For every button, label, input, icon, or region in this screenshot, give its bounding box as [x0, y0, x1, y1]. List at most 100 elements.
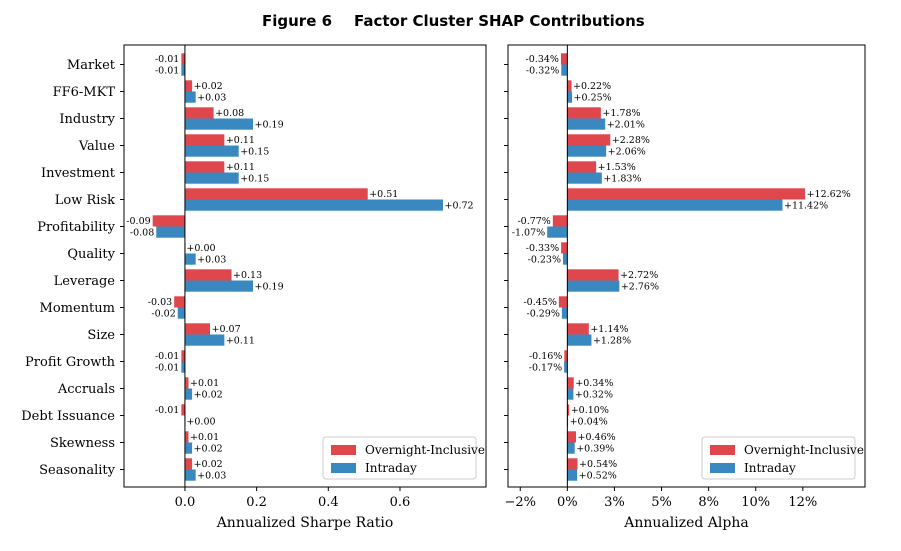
- category-label: Investment: [41, 166, 116, 181]
- plot-frame: [507, 44, 866, 488]
- bar-intraday: [184, 280, 254, 292]
- value-label: +0.02: [194, 459, 223, 470]
- value-label: -0.01: [155, 362, 179, 373]
- category-label: Market: [67, 58, 116, 73]
- bar-overnight: [184, 188, 368, 200]
- bar-intraday: [567, 334, 592, 346]
- figure-title: Factor Cluster SHAP Contributions: [354, 12, 645, 30]
- bar-intraday: [184, 199, 443, 211]
- bar-intraday: [184, 118, 254, 130]
- bar-overnight: [560, 53, 568, 65]
- bar-overnight: [567, 188, 806, 200]
- bar-overnight: [567, 161, 597, 173]
- x-axis-title: Annualized Alpha: [623, 515, 748, 531]
- legend: [701, 436, 856, 480]
- bar-overnight: [184, 269, 232, 281]
- value-label: +1.53%: [598, 162, 636, 173]
- x-tick-label: 0.6: [390, 495, 411, 510]
- value-label: +1.14%: [590, 324, 628, 335]
- bar-intraday: [567, 388, 574, 400]
- bar-overnight: [567, 323, 589, 335]
- value-label: +0.51: [369, 189, 398, 200]
- bar-overnight: [184, 458, 193, 470]
- value-label: +0.01: [190, 432, 219, 443]
- x-tick-label: 0.2: [246, 495, 267, 510]
- value-label: +1.78%: [602, 108, 640, 119]
- value-label: -0.16%: [529, 351, 562, 362]
- value-label: -0.02: [151, 308, 175, 319]
- category-label: Size: [87, 328, 115, 343]
- bar-intraday: [567, 280, 620, 292]
- value-label: +12.62%: [807, 189, 851, 200]
- value-label: +2.01%: [607, 119, 645, 130]
- value-label: -0.08: [130, 227, 154, 238]
- bar-intraday: [181, 361, 185, 373]
- value-label: -0.01: [155, 405, 179, 416]
- bar-intraday: [177, 307, 185, 319]
- category-label: Quality: [67, 247, 115, 262]
- value-label: +0.52%: [579, 470, 617, 481]
- category-label: Momentum: [40, 301, 115, 316]
- value-label: +2.28%: [612, 135, 650, 146]
- x-tick-label: 10%: [741, 495, 770, 510]
- value-label: -0.01: [155, 65, 179, 76]
- value-label: +11.42%: [784, 200, 828, 211]
- bar-intraday: [156, 226, 185, 238]
- value-label: +0.07: [212, 324, 241, 335]
- value-label: -0.09: [126, 216, 150, 227]
- value-label: +0.03: [197, 92, 226, 103]
- legend-entry: Overnight-Inclusive: [365, 443, 485, 457]
- legend-entry: Intraday: [365, 461, 417, 475]
- x-tick-label: 12%: [788, 495, 817, 510]
- category-label: Accruals: [57, 382, 115, 397]
- x-tick-label: 8%: [698, 495, 719, 510]
- bar-intraday: [184, 469, 196, 481]
- bar-overnight: [184, 134, 225, 146]
- value-label: +0.11: [226, 135, 255, 146]
- value-label: +0.19: [255, 281, 284, 292]
- x-tick-label: 0.4: [318, 495, 339, 510]
- x-tick-label: −2%: [504, 495, 536, 510]
- category-label: Seasonality: [39, 463, 116, 478]
- bar-intraday: [561, 64, 568, 76]
- bar-overnight: [184, 161, 225, 173]
- bar-overnight: [184, 431, 189, 443]
- category-label: Profit Growth: [25, 355, 116, 370]
- bar-overnight: [567, 80, 572, 92]
- value-label: -0.29%: [526, 308, 559, 319]
- bar-intraday: [184, 253, 196, 265]
- category-label: Industry: [59, 112, 115, 127]
- value-label: +0.11: [226, 162, 255, 173]
- category-label: FF6-MKT: [53, 85, 116, 100]
- bar-intraday: [184, 145, 239, 157]
- bar-intraday: [567, 172, 602, 184]
- category-label: Profitability: [37, 220, 115, 235]
- value-label: -0.17%: [529, 362, 562, 373]
- category-label: Debt Issuance: [21, 409, 115, 424]
- value-label: -0.03: [148, 297, 172, 308]
- bar-overnight: [561, 242, 568, 254]
- bar-overnight: [567, 107, 601, 119]
- category-label: Skewness: [50, 436, 115, 451]
- value-label: +0.08: [215, 108, 244, 119]
- legend-entry: Intraday: [744, 461, 796, 475]
- value-label: +0.39%: [576, 443, 614, 454]
- value-label: +1.83%: [603, 173, 641, 184]
- x-tick-label: 3%: [604, 495, 625, 510]
- value-label: -1.07%: [512, 227, 545, 238]
- value-label: +0.19: [255, 119, 284, 130]
- bar-overnight: [174, 296, 185, 308]
- bar-overnight: [181, 350, 185, 362]
- bar-intraday: [567, 199, 783, 211]
- value-label: +0.15: [240, 146, 269, 157]
- value-label: -0.01: [155, 351, 179, 362]
- legend-entry: Overnight-Inclusive: [744, 443, 864, 457]
- value-label: +1.28%: [593, 335, 631, 346]
- x-axis-title: Annualized Sharpe Ratio: [216, 515, 394, 531]
- category-label: Leverage: [54, 274, 116, 289]
- sharpe-ratio-panel: -0.01-0.01Market+0.02+0.03FF6-MKT+0.08+0…: [21, 44, 487, 531]
- legend-swatch: [331, 463, 356, 473]
- value-label: +0.72: [444, 200, 473, 211]
- value-label: -0.32%: [526, 65, 559, 76]
- value-label: -0.77%: [517, 216, 550, 227]
